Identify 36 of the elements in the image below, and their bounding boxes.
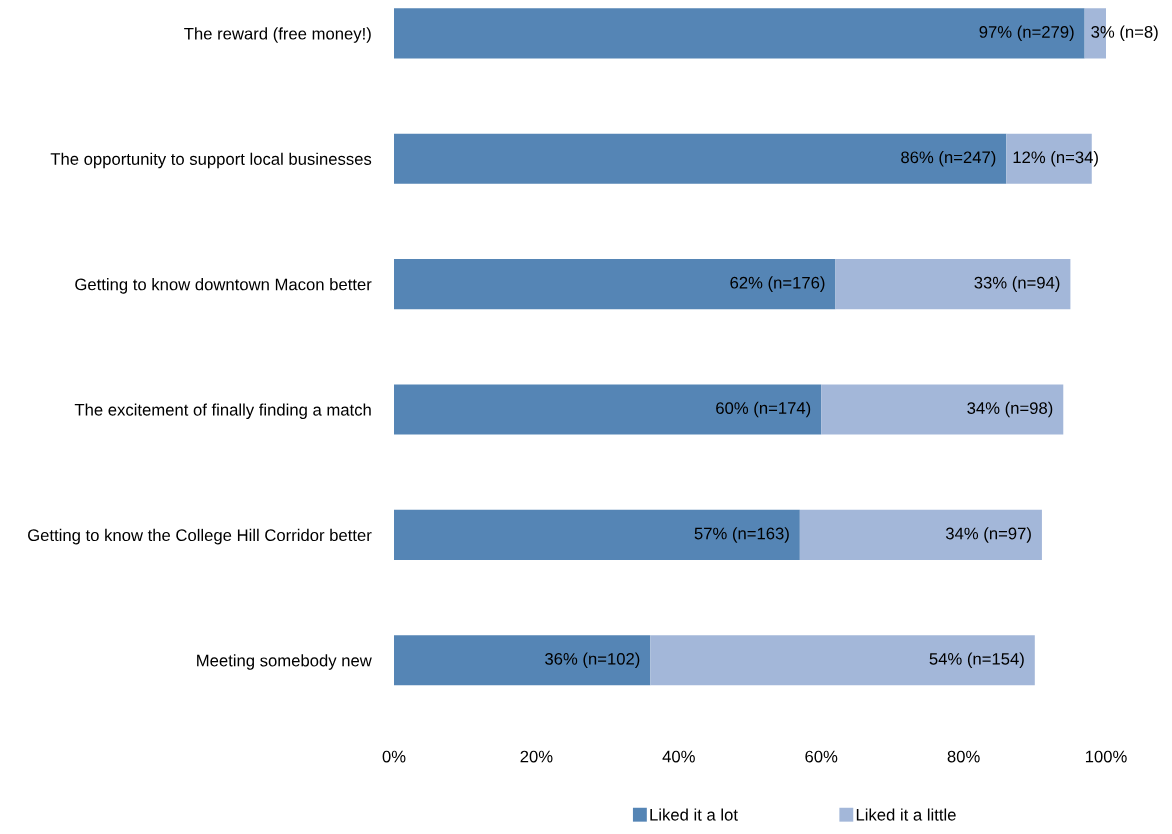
data-label: 34% (n=97) [945,527,1031,543]
data-label: 33% (n=94) [974,276,1060,292]
x-tick-label: 60% [805,750,838,763]
data-label: 62% (n=176) [730,276,825,292]
bar [394,133,1007,184]
x-tick-label: 100% [1085,750,1127,763]
bar [394,8,1085,59]
bar [394,509,800,560]
bar [799,509,1042,560]
data-label: 34% (n=98) [967,401,1053,418]
data-label: 36% (n=102) [545,652,640,669]
x-tick-label: 0% [382,750,406,763]
x-tick-label: 20% [520,750,553,763]
x-tick-label: 40% [662,750,695,763]
bar [394,635,651,686]
y-tick-label: Getting to know the College Hill Corridor better [28,528,372,545]
data-label: 86% (n=247) [901,150,996,167]
data-label: 60% (n=174) [716,401,811,418]
bar [835,259,1071,310]
data-label: 97% (n=279) [979,25,1074,42]
bar [394,259,836,310]
data-label: 54% (n=154) [929,652,1024,669]
data-label: 57% (n=163) [694,527,789,543]
data-label: 3% (n=8) [1091,25,1158,42]
y-tick-label: The reward (free money!) [184,27,371,43]
bar [650,635,1035,686]
data-label: 12% (n=34) [1013,150,1098,167]
y-tick-label: Meeting somebody new [197,654,372,670]
y-tick-label: The excitement of finally finding a match [74,403,371,420]
x-tick-label: 80% [947,750,980,763]
legend-label: Liked it a lot [650,808,738,821]
bar [394,384,822,435]
y-tick-label: The opportunity to support local businesses [50,152,372,169]
bar [821,384,1064,435]
y-tick-label: Getting to know downtown Macon better [75,278,372,294]
legend-label: Liked it a little [856,808,956,821]
